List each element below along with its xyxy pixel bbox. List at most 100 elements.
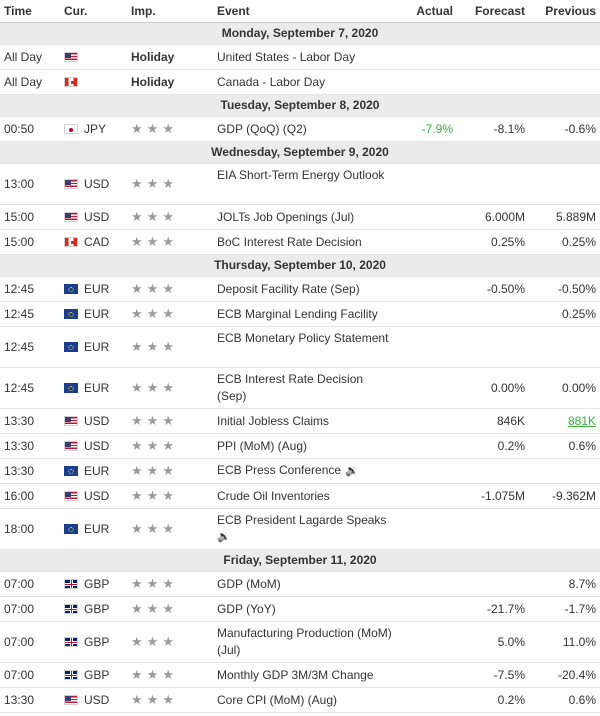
event-name: GDP (MoM) xyxy=(213,571,396,597)
currency-code: EUR xyxy=(84,281,110,296)
event-title[interactable]: GDP (MoM) xyxy=(217,576,281,591)
col-event[interactable]: Event xyxy=(213,0,396,23)
event-title[interactable]: Manufacturing Production (MoM) xyxy=(217,626,392,640)
event-row[interactable]: 12:45 EUR ★ ★ ★ ECB Monetary Policy Statement xyxy=(0,326,600,368)
event-title[interactable]: JOLTs Job Openings (Jul) xyxy=(217,209,355,224)
importance-star-icon: ★ xyxy=(162,209,174,224)
event-title[interactable]: Initial Jobless Claims xyxy=(217,413,330,428)
event-title[interactable]: ECB Press Conference xyxy=(217,463,342,477)
event-actual: -7.9% xyxy=(396,116,457,142)
event-actual xyxy=(396,44,457,70)
event-title[interactable]: ECB Marginal Lending Facility xyxy=(217,306,378,321)
event-actual xyxy=(396,458,457,484)
event-importance: ★ ★ ★ xyxy=(127,326,213,368)
event-importance: ★ ★ ★ xyxy=(127,621,213,663)
event-title[interactable]: GDP (QoQ) (Q2) xyxy=(217,121,307,136)
event-row[interactable]: 13:30 USD ★ ★ ★ Core CPI (MoM) (Aug) 0.2% 0.6% xyxy=(0,687,600,713)
event-row[interactable]: All Day Holiday Canada - Labor Day xyxy=(0,69,600,95)
importance-star-icon: ★ xyxy=(162,521,174,536)
event-title[interactable]: BoC Interest Rate Decision xyxy=(217,234,362,249)
event-name: ECB Marginal Lending Facility xyxy=(213,301,396,327)
calendar-body: Monday, September 7, 2020 All Day Holiday U… xyxy=(0,22,600,713)
event-title[interactable]: EIA Short-Term Energy Outlook xyxy=(217,168,385,182)
event-time: 13:30 xyxy=(0,433,60,459)
event-time: 12:45 xyxy=(0,326,60,368)
event-forecast: -7.5% xyxy=(457,662,529,688)
gb-flag-icon xyxy=(64,670,78,681)
event-name: ECB Interest Rate Decision (Sep) xyxy=(213,367,396,409)
event-title[interactable]: Canada - Labor Day xyxy=(217,74,326,89)
event-row[interactable]: 15:00 CAD ★ ★ ★ BoC Interest Rate Decision 0.2… xyxy=(0,229,600,255)
currency-code: CAD xyxy=(84,234,110,249)
day-header-row: Thursday, September 10, 2020 xyxy=(0,254,600,277)
event-importance: Holiday xyxy=(127,69,213,95)
event-row[interactable]: 12:45 EUR ★ ★ ★ Deposit Facility Rate (Sep) -0… xyxy=(0,276,600,302)
event-importance: ★ ★ ★ xyxy=(127,163,213,205)
event-actual xyxy=(396,408,457,434)
event-previous: -0.6% xyxy=(529,116,600,142)
event-currency: EUR xyxy=(60,458,127,484)
event-title[interactable]: ECB Interest Rate Decision xyxy=(217,372,364,386)
event-title[interactable]: GDP (YoY) xyxy=(217,601,276,616)
importance-star-icon: ★ xyxy=(162,463,174,478)
event-row[interactable]: 07:00 GBP ★ ★ ★ GDP (YoY) -21.7% -1.7% xyxy=(0,596,600,622)
importance-star-icon: ★ xyxy=(131,601,143,616)
event-row[interactable]: All Day Holiday United States - Labor Day xyxy=(0,44,600,70)
event-row[interactable]: 15:00 USD ★ ★ ★ JOLTs Job Openings (Jul) 6.000… xyxy=(0,204,600,230)
event-currency: GBP xyxy=(60,571,127,597)
col-time[interactable]: Time xyxy=(0,0,60,23)
event-title[interactable]: Deposit Facility Rate (Sep) xyxy=(217,281,360,296)
event-importance: ★ ★ ★ xyxy=(127,483,213,509)
importance-star-icon: ★ xyxy=(146,488,159,503)
event-row[interactable]: 13:30 USD ★ ★ ★ PPI (MoM) (Aug) 0.2% 0.6% xyxy=(0,433,600,459)
event-importance: ★ ★ ★ xyxy=(127,571,213,597)
event-title[interactable]: Core CPI (MoM) (Aug) xyxy=(217,692,338,707)
event-title[interactable]: ECB President Lagarde Speaks xyxy=(217,513,387,527)
event-row[interactable]: 13:30 USD ★ ★ ★ Initial Jobless Claims 846K 881… xyxy=(0,408,600,434)
event-time: 15:00 xyxy=(0,204,60,230)
event-row[interactable]: 12:45 EUR ★ ★ ★ ECB Marginal Lending Facility… xyxy=(0,301,600,327)
currency-code: EUR xyxy=(84,339,110,354)
event-row[interactable]: 07:00 GBP ★ ★ ★ Monthly GDP 3M/3M Change -7.5%… xyxy=(0,662,600,688)
day-header-row: Wednesday, September 9, 2020 xyxy=(0,141,600,164)
event-currency: USD xyxy=(60,687,127,713)
event-row[interactable]: 12:45 EUR ★ ★ ★ ECB Interest Rate Decision (Se… xyxy=(0,367,600,409)
event-row[interactable]: 00:50 JPY ★ ★ ★ GDP (QoQ) (Q2) -7.9% -8.1% -0.6% xyxy=(0,116,600,142)
event-currency: EUR xyxy=(60,367,127,409)
event-time: 12:45 xyxy=(0,301,60,327)
event-row[interactable]: 07:00 GBP ★ ★ ★ GDP (MoM) 8.7% xyxy=(0,571,600,597)
us-flag-icon xyxy=(64,441,78,452)
col-currency[interactable]: Cur. xyxy=(60,0,127,23)
col-importance[interactable]: Imp. xyxy=(127,0,213,23)
event-title[interactable]: United States - Labor Day xyxy=(217,49,356,64)
event-title[interactable]: Monthly GDP 3M/3M Change xyxy=(217,667,374,682)
event-row[interactable]: 13:30 EUR ★ ★ ★ ECB Press Conference 🔉 xyxy=(0,458,600,484)
event-previous: -20.4% xyxy=(529,662,600,688)
event-title[interactable]: ECB Monetary Policy Statement xyxy=(217,331,389,345)
event-name: Initial Jobless Claims xyxy=(213,408,396,434)
event-currency: GBP xyxy=(60,621,127,663)
importance-star-icon: ★ xyxy=(162,306,174,321)
gb-flag-icon xyxy=(64,579,78,590)
us-flag-icon xyxy=(64,179,78,190)
col-previous[interactable]: Previous xyxy=(529,0,600,23)
event-title[interactable]: Crude Oil Inventories xyxy=(217,488,330,503)
event-name: Canada - Labor Day xyxy=(213,69,396,95)
col-actual[interactable]: Actual xyxy=(396,0,457,23)
event-row[interactable]: 16:00 USD ★ ★ ★ Crude Oil Inventories -1.075M -… xyxy=(0,483,600,509)
event-actual xyxy=(396,367,457,409)
importance-star-icon: ★ xyxy=(131,413,143,428)
event-currency: EUR xyxy=(60,326,127,368)
event-row[interactable]: 18:00 EUR ★ ★ ★ ECB President Lagarde Speaks 🔉 xyxy=(0,508,600,550)
event-row[interactable]: 07:00 GBP ★ ★ ★ Manufacturing Production (MoM… xyxy=(0,621,600,663)
event-forecast: 0.25% xyxy=(457,229,529,255)
event-row[interactable]: 13:00 USD ★ ★ ★ EIA Short-Term Energy Outlook xyxy=(0,163,600,205)
currency-code: USD xyxy=(84,176,110,191)
event-title[interactable]: PPI (MoM) (Aug) xyxy=(217,438,308,453)
event-previous: 11.0% xyxy=(529,621,600,663)
event-importance: ★ ★ ★ xyxy=(127,687,213,713)
currency-code: GBP xyxy=(84,576,110,591)
day-header-label: Thursday, September 10, 2020 xyxy=(0,254,600,277)
col-forecast[interactable]: Forecast xyxy=(457,0,529,23)
event-forecast: -21.7% xyxy=(457,596,529,622)
